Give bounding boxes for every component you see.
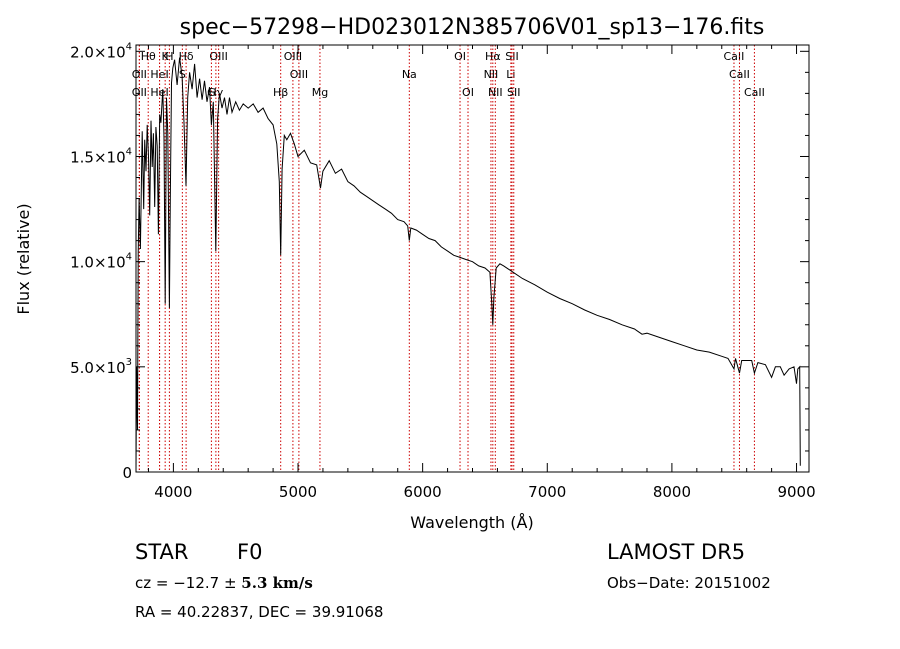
line-marker-label: OIII bbox=[284, 50, 302, 63]
y-axis-label: Flux (relative) bbox=[14, 203, 33, 314]
y-tick-label: 1.5×104 bbox=[70, 146, 132, 166]
line-marker-label: Hδ bbox=[179, 50, 194, 63]
x-tick-label: 7000 bbox=[528, 483, 566, 501]
x-tick-label: 6000 bbox=[404, 483, 442, 501]
y-axis: 0 5.0×103 1.0×104 1.5×104 2.0×104 bbox=[70, 41, 809, 482]
line-marker-label: Mg bbox=[312, 86, 328, 99]
line-marker-label: Li bbox=[506, 68, 515, 81]
line-marker-label: NII bbox=[488, 86, 503, 99]
line-marker-label: Hγ bbox=[208, 86, 223, 99]
object-subclass: F0 bbox=[237, 540, 263, 564]
line-marker-label: OII bbox=[132, 86, 147, 99]
line-marker-label: OIII bbox=[290, 68, 308, 81]
line-marker-label: K bbox=[162, 50, 170, 63]
chart-title: spec−57298−HD023012N385706V01_sp13−176.f… bbox=[180, 15, 765, 40]
line-marker-label: OI bbox=[454, 50, 466, 63]
line-marker-label: H bbox=[165, 50, 173, 63]
line-marker-label: Na bbox=[402, 68, 417, 81]
x-tick-label: 5000 bbox=[279, 483, 317, 501]
line-marker-label: SII bbox=[505, 50, 518, 63]
line-marker-label: OI bbox=[462, 86, 474, 99]
x-tick-label: 8000 bbox=[653, 483, 691, 501]
survey-name: LAMOST DR5 bbox=[607, 540, 746, 564]
coordinates: RA = 40.22837, DEC = 39.91068 bbox=[135, 603, 384, 621]
redshift-text: cz = −12.7 ± 5.3 km/s bbox=[135, 574, 313, 592]
line-marker-label: NII bbox=[484, 68, 499, 81]
y-tick-label: 2.0×104 bbox=[70, 41, 132, 61]
spectrum-line bbox=[135, 57, 801, 473]
line-marker-label: Hθ bbox=[141, 50, 156, 63]
line-marker-label: OIII bbox=[209, 50, 227, 63]
y-tick-label: 1.0×104 bbox=[70, 252, 132, 272]
y-tick-label: 5.0×103 bbox=[70, 357, 132, 377]
line-marker-label: Hβ bbox=[273, 86, 288, 99]
line-marker-label: SII bbox=[507, 86, 520, 99]
line-marker-label: G bbox=[207, 86, 216, 99]
line-marker-label: CaII bbox=[729, 68, 750, 81]
redshift-prefix: cz = −12.7 ± bbox=[135, 574, 242, 592]
observation-date: Obs−Date: 20151002 bbox=[607, 574, 771, 592]
line-marker-label: S bbox=[179, 68, 186, 81]
line-marker-label: CaII bbox=[744, 86, 765, 99]
x-tick-label: 4000 bbox=[154, 483, 192, 501]
y-tick-label: 0 bbox=[122, 464, 132, 482]
line-marker-label: Hα bbox=[485, 50, 501, 63]
line-marker-label: HeI bbox=[150, 86, 168, 99]
redshift-error: 5.3 km/s bbox=[241, 574, 313, 592]
x-axis: 4000 5000 6000 7000 8000 9000 bbox=[147, 45, 816, 501]
plot-frame bbox=[135, 44, 810, 473]
line-marker-label: CaII bbox=[724, 50, 745, 63]
object-class: STAR bbox=[135, 540, 189, 564]
x-tick-label: 9000 bbox=[777, 483, 815, 501]
x-axis-label: Wavelength (Å) bbox=[410, 513, 533, 532]
